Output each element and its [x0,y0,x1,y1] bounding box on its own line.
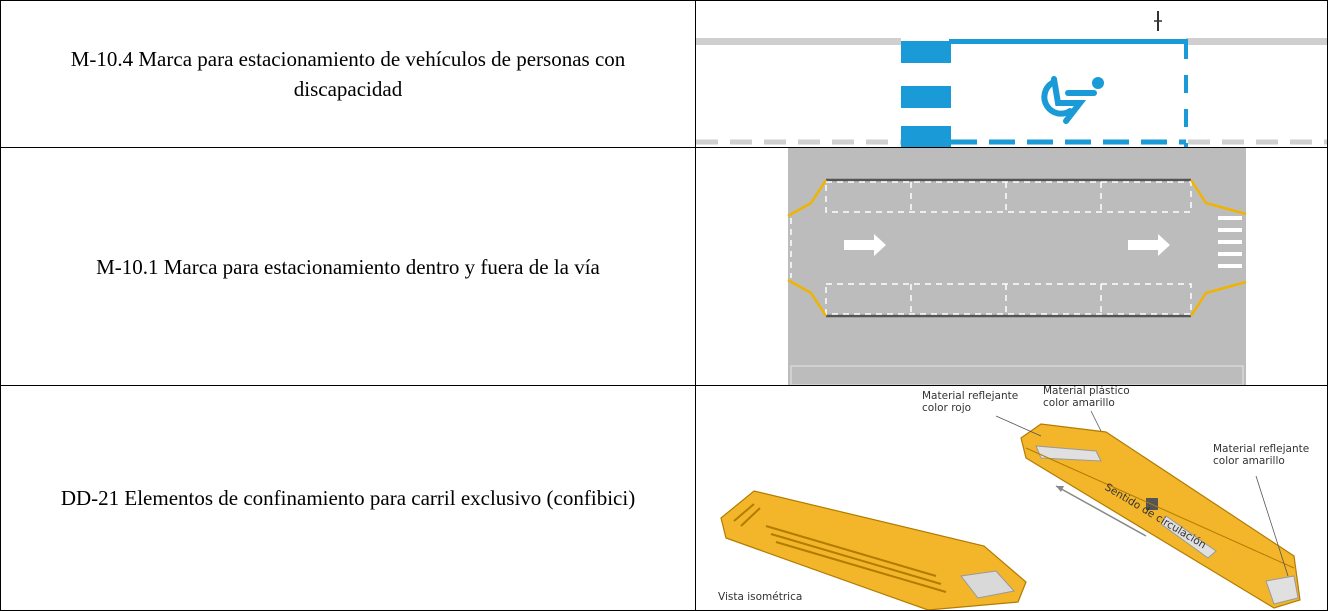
label-line: color amarillo [1213,455,1285,467]
image-cell [695,0,1328,148]
label-line: Vista isométrica [718,591,802,603]
row-label: M-10.4 Marca para estacionamiento de veh… [0,0,696,148]
row-label: DD-21 Elementos de confinamiento para ca… [0,385,696,611]
row-label: M-10.1 Marca para estacionamiento dentro… [0,147,696,386]
image-label: Vista isométrica [718,591,802,603]
label-line: color amarillo [1043,397,1115,409]
label-line: color rojo [922,402,971,414]
image-cell [695,147,1328,386]
label-line: Material plástico [1043,386,1130,397]
image-label: Material reflejante color rojo [922,390,1018,414]
label-line: Material reflejante [1213,443,1309,455]
image-label: Material plástico color amarillo [1043,386,1130,409]
image-cell: Material reflejante color rojo Material pl… [695,385,1328,611]
parking-road-image [787,148,1247,385]
label-line: Material reflejante [922,390,1018,402]
parking-disabled-image [696,11,1327,147]
image-label: Material reflejante color amarillo [1213,443,1309,467]
